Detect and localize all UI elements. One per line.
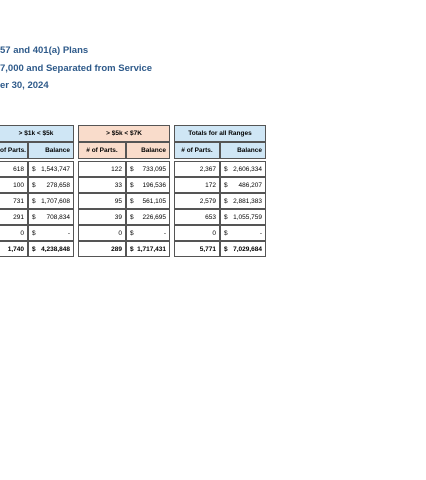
amount: - <box>259 229 262 237</box>
amount: 1,717,431 <box>137 245 166 253</box>
amount: 733,095 <box>142 165 167 173</box>
currency-symbol: $ <box>224 181 228 189</box>
column-header: Balance <box>126 142 170 159</box>
currency-symbol: $ <box>32 197 36 205</box>
currency-symbol: $ <box>130 245 134 253</box>
count-cell: 2,367 <box>174 161 220 177</box>
count-cell: 289 <box>78 241 126 257</box>
column-header: of Parts. <box>0 142 28 159</box>
currency-symbol: $ <box>130 213 134 221</box>
count-cell: 1,740 <box>0 241 28 257</box>
amount: 7,029,684 <box>233 245 262 253</box>
currency-symbol: $ <box>32 165 36 173</box>
amount: 196,536 <box>142 181 167 189</box>
count-cell: 0 <box>174 225 220 241</box>
currency-symbol: $ <box>130 181 134 189</box>
balance-cell: $226,695 <box>126 209 170 225</box>
count-cell: 122 <box>78 161 126 177</box>
balance-cell: $278,658 <box>28 177 74 193</box>
amount: 278,658 <box>46 181 71 189</box>
currency-symbol: $ <box>32 229 36 237</box>
amount: 708,834 <box>46 213 71 221</box>
balance-cell: $1,717,431 <box>126 241 170 257</box>
column-header: Balance <box>28 142 74 159</box>
amount: 486,207 <box>238 181 263 189</box>
count-cell: 33 <box>78 177 126 193</box>
balance-cell: $733,095 <box>126 161 170 177</box>
balance-cell: $196,536 <box>126 177 170 193</box>
currency-symbol: $ <box>32 181 36 189</box>
balance-cell: $4,238,848 <box>28 241 74 257</box>
count-cell: 5,771 <box>174 241 220 257</box>
currency-symbol: $ <box>130 197 134 205</box>
amount: - <box>163 229 166 237</box>
count-cell: 2,579 <box>174 193 220 209</box>
group-header: Totals for all Ranges <box>174 125 266 142</box>
column-header: Balance <box>220 142 266 159</box>
balance-cell: $2,606,334 <box>220 161 266 177</box>
amount: - <box>67 229 70 237</box>
currency-symbol: $ <box>224 197 228 205</box>
balance-cell: $2,881,383 <box>220 193 266 209</box>
count-cell: 172 <box>174 177 220 193</box>
amount: 1,543,747 <box>41 165 70 173</box>
balance-cell: $ - <box>28 225 74 241</box>
count-cell: 95 <box>78 193 126 209</box>
title-line: er 30, 2024 <box>0 80 49 91</box>
currency-symbol: $ <box>224 245 228 253</box>
group-header: > $1k < $5k <box>0 125 74 142</box>
balance-cell: $561,105 <box>126 193 170 209</box>
currency-symbol: $ <box>224 165 228 173</box>
amount: 2,606,334 <box>233 165 262 173</box>
currency-symbol: $ <box>224 213 228 221</box>
currency-symbol: $ <box>130 165 134 173</box>
balance-cell: $708,834 <box>28 209 74 225</box>
balance-cell: $486,207 <box>220 177 266 193</box>
currency-symbol: $ <box>224 229 228 237</box>
count-cell: 291 <box>0 209 28 225</box>
amount: 1,055,759 <box>233 213 262 221</box>
count-cell: 100 <box>0 177 28 193</box>
balance-cell: $1,055,759 <box>220 209 266 225</box>
count-cell: 0 <box>0 225 28 241</box>
amount: 1,707,608 <box>41 197 70 205</box>
column-header: # of Parts. <box>78 142 126 159</box>
amount: 226,695 <box>142 213 167 221</box>
amount: 2,881,383 <box>233 197 262 205</box>
count-cell: 731 <box>0 193 28 209</box>
title-line: 7,000 and Separated from Service <box>0 63 153 74</box>
balance-cell: $1,707,608 <box>28 193 74 209</box>
count-cell: 0 <box>78 225 126 241</box>
balance-cell: $7,029,684 <box>220 241 266 257</box>
count-cell: 618 <box>0 161 28 177</box>
group-header: > $5k < $7K <box>78 125 170 142</box>
currency-symbol: $ <box>32 245 36 253</box>
amount: 561,105 <box>142 197 167 205</box>
balance-cell: $1,543,747 <box>28 161 74 177</box>
count-cell: 653 <box>174 209 220 225</box>
count-cell: 39 <box>78 209 126 225</box>
currency-symbol: $ <box>32 213 36 221</box>
amount: 4,238,848 <box>41 245 70 253</box>
title-line: 57 and 401(a) Plans <box>0 45 89 56</box>
column-header: # of Parts. <box>174 142 220 159</box>
currency-symbol: $ <box>130 229 134 237</box>
balance-cell: $ - <box>126 225 170 241</box>
balance-cell: $ - <box>220 225 266 241</box>
